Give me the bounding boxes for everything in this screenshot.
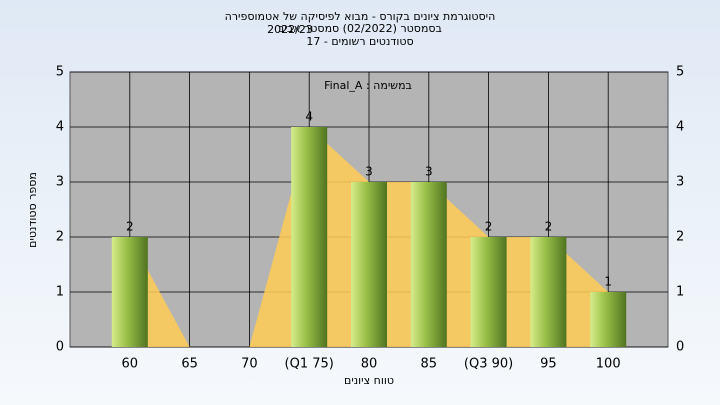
value-label: 2: [545, 220, 553, 234]
bar: [470, 237, 507, 347]
y2-tick-label: 3: [676, 175, 684, 190]
value-label: 4: [305, 110, 313, 124]
x-tick-label: (Q3 90): [464, 357, 513, 372]
value-label: 3: [365, 165, 373, 179]
y2-tick-label: 2: [676, 230, 684, 245]
bar: [291, 127, 328, 347]
subtitle: בסמסטר (02/2022) סמסטר אביב: [278, 22, 442, 35]
value-label: 2: [126, 220, 134, 234]
y2-tick-label: 1: [676, 285, 684, 300]
value-label: 1: [604, 275, 612, 289]
bar: [351, 182, 387, 347]
y-tick-label: 3: [56, 175, 64, 190]
x-tick-label: (Q1 75): [285, 357, 334, 372]
x-tick-label: 95: [540, 357, 557, 372]
y-tick-label: 2: [56, 230, 64, 245]
y-tick-label: 1: [56, 285, 64, 300]
x-tick-label: 70: [241, 357, 258, 372]
x-tick-label: 60: [122, 357, 139, 372]
bar: [530, 237, 567, 347]
subtitle: סטודנטים רשומים - 17: [306, 35, 413, 48]
x-tick-label: 80: [361, 357, 378, 372]
annotation: Final_A : במשימה: [324, 79, 412, 92]
bar: [410, 182, 447, 347]
y-tick-label: 0: [56, 340, 64, 355]
value-label: 3: [425, 165, 433, 179]
y2-tick-label: 4: [676, 120, 684, 135]
bar: [590, 292, 627, 347]
x-tick-label: 100: [596, 357, 621, 372]
x-tick-label: 85: [421, 357, 438, 372]
value-label: 2: [485, 220, 493, 234]
y-tick-label: 4: [56, 120, 64, 135]
y2-tick-label: 5: [676, 65, 684, 80]
x-axis-label: טווח ציונים: [344, 374, 394, 387]
y-axis-label: מספר סטודנטים: [26, 172, 39, 248]
chart-title: היסטוגרמת ציונים בקורס - מבוא לפיסיקה של…: [225, 10, 496, 23]
y-tick-label: 5: [56, 65, 64, 80]
x-tick-label: 65: [181, 357, 198, 372]
bar: [111, 237, 148, 347]
y2-tick-label: 0: [676, 340, 684, 355]
subtitle: 2022/23: [267, 23, 313, 36]
